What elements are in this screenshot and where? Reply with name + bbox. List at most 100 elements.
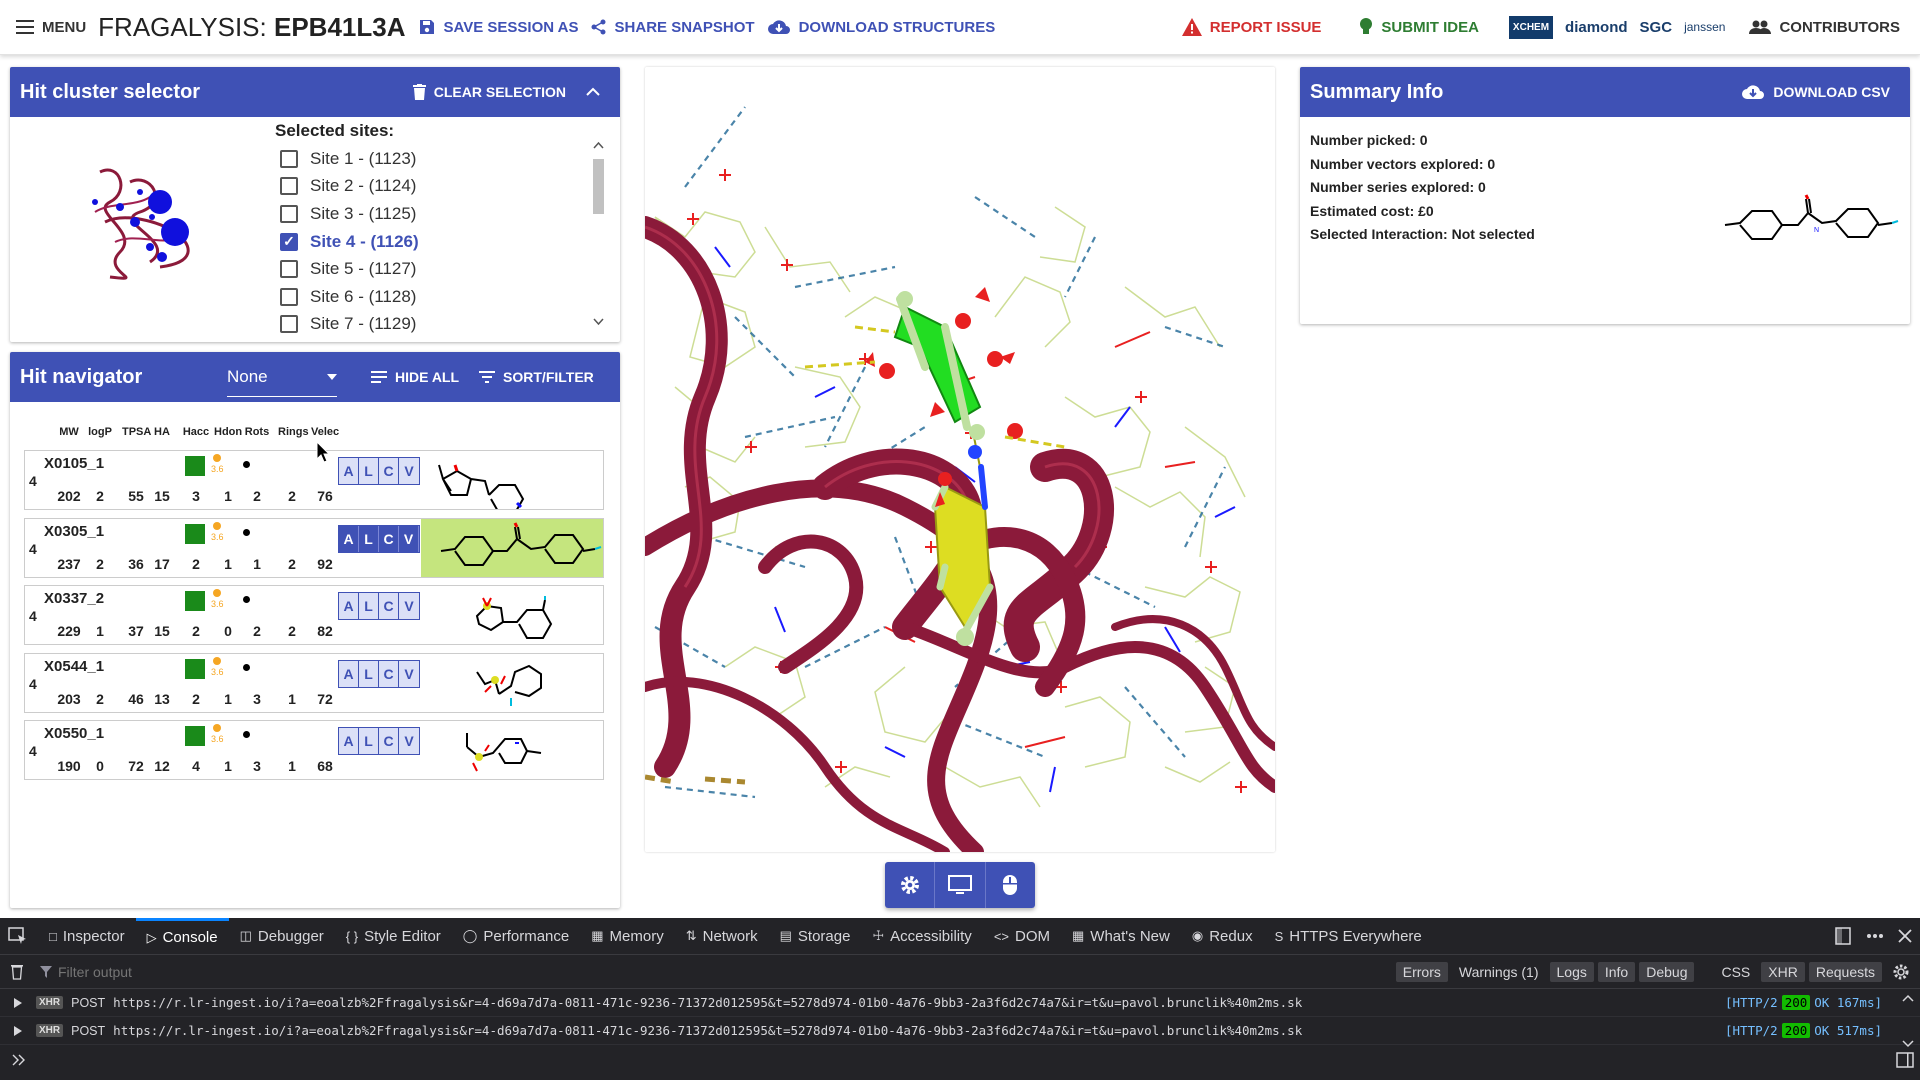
toggle-l-button[interactable]: L: [359, 728, 379, 754]
devtools-tab-https-everywhere[interactable]: S HTTPS Everywhere: [1264, 918, 1433, 955]
devtools-tab-network[interactable]: ⇅ Network: [675, 918, 769, 955]
site-checkbox-row[interactable]: Site 6 - (1128): [280, 283, 615, 311]
console-input-line[interactable]: [0, 1045, 1920, 1075]
save-session-button[interactable]: SAVE SESSION AS: [413, 0, 584, 55]
request-url[interactable]: https://r.lr-ingest.io/i?a=eoalzb%2Ffrag…: [113, 1023, 1303, 1038]
devtools-tab-what-s-new[interactable]: ▦ What's New: [1061, 918, 1181, 955]
devtools-tab-inspector[interactable]: □ Inspector: [38, 918, 136, 955]
request-url[interactable]: https://r.lr-ingest.io/i?a=eoalzb%2Ffrag…: [113, 995, 1303, 1010]
diamond-logo[interactable]: diamond: [1565, 18, 1628, 36]
download-csv-button[interactable]: DOWNLOAD CSV: [1731, 83, 1900, 101]
console-log-line[interactable]: XHR POST https://r.lr-ingest.io/i?a=eoalzb…: [0, 1017, 1920, 1045]
site-checkbox-row[interactable]: Site 5 - (1127): [280, 255, 615, 283]
filter-errors-button[interactable]: Errors: [1395, 961, 1448, 982]
filter-info-button[interactable]: Info: [1597, 961, 1636, 982]
toggle-v-button[interactable]: V: [399, 458, 419, 484]
filter-logs-button[interactable]: Logs: [1549, 961, 1594, 982]
janssen-logo[interactable]: janssen: [1684, 20, 1726, 34]
checkbox-icon[interactable]: [280, 149, 298, 168]
trash-icon[interactable]: [10, 963, 24, 980]
viewer-fullscreen-button[interactable]: [935, 862, 986, 908]
dock-icon[interactable]: [1834, 927, 1852, 945]
filter-debug-button[interactable]: Debug: [1639, 961, 1695, 982]
report-issue-button[interactable]: REPORT ISSUE: [1176, 0, 1328, 55]
toggle-l-button[interactable]: L: [359, 593, 379, 619]
viewer-settings-button[interactable]: [885, 862, 936, 908]
site-checkbox-row[interactable]: Site 3 - (1125): [280, 200, 615, 228]
hit-molecule-image[interactable]: [421, 721, 603, 779]
filter-xhr-button[interactable]: XHR: [1761, 961, 1805, 982]
devtools-tab-debugger[interactable]: ◫ Debugger: [229, 918, 335, 955]
toggle-l-button[interactable]: L: [359, 525, 379, 552]
column-header[interactable]: TPSA: [122, 426, 152, 438]
toggle-a-button[interactable]: A: [339, 458, 359, 484]
column-header[interactable]: Hdon: [214, 426, 243, 438]
menu-button[interactable]: MENU: [10, 0, 92, 55]
toggle-c-button[interactable]: C: [379, 593, 399, 619]
column-header[interactable]: Velec: [311, 426, 340, 438]
toggle-a-button[interactable]: A: [339, 728, 359, 754]
column-header[interactable]: Hacc: [182, 426, 210, 438]
molecule-3d-scene[interactable]: [645, 67, 1275, 852]
column-header[interactable]: Rings: [278, 426, 309, 438]
toggle-v-button[interactable]: V: [399, 728, 419, 754]
hit-row[interactable]: 4 X0544_1 3.6 203 2 46 13 2 1 3 1 72 A L C V: [24, 652, 604, 713]
toggle-c-button[interactable]: C: [379, 660, 399, 687]
devtools-tab-accessibility[interactable]: ☩ Accessibility: [861, 918, 982, 955]
hit-molecule-image[interactable]: [421, 451, 603, 509]
toggle-c-button[interactable]: C: [379, 728, 399, 754]
devtools-tab-style-editor[interactable]: { } Style Editor: [335, 918, 452, 955]
expand-arrow-icon[interactable]: [14, 1025, 22, 1036]
console-log-line[interactable]: XHR POST https://r.lr-ingest.io/i?a=eoalzb…: [0, 989, 1920, 1017]
column-header[interactable]: Rots: [244, 426, 270, 438]
toggle-l-button[interactable]: L: [359, 458, 379, 484]
download-structures-button[interactable]: DOWNLOAD STRUCTURES: [761, 0, 1002, 55]
checkbox-icon[interactable]: [280, 287, 298, 306]
devtools-tab-storage[interactable]: ▤ Storage: [769, 918, 862, 955]
devtools-tab-performance[interactable]: ◯ Performance: [452, 918, 580, 955]
filter-warnings-button[interactable]: Warnings (1): [1458, 963, 1539, 980]
xchem-logo[interactable]: XCHEM: [1508, 15, 1554, 39]
element-picker-icon[interactable]: [8, 927, 28, 945]
share-snapshot-button[interactable]: SHARE SNAPSHOT: [585, 0, 761, 55]
column-header[interactable]: logP: [88, 426, 112, 438]
hit-molecule-image[interactable]: [421, 518, 603, 577]
hit-row[interactable]: 4 X0305_1 3.6 237 2 36 17 2 1 1 2 92 A L C V: [24, 517, 604, 578]
contributors-button[interactable]: CONTRIBUTORS: [1743, 0, 1906, 55]
toggle-v-button[interactable]: V: [399, 660, 419, 687]
sort-filter-button[interactable]: SORT/FILTER: [469, 369, 604, 385]
devtools-tab-console[interactable]: ▷ Console: [135, 917, 229, 955]
checkbox-icon[interactable]: [280, 204, 298, 223]
gear-icon[interactable]: [1892, 963, 1910, 981]
hit-molecule-image[interactable]: [421, 586, 603, 644]
column-header[interactable]: MW: [59, 426, 79, 438]
toggle-a-button[interactable]: A: [339, 525, 359, 552]
site-checkbox-row[interactable]: Site 7 - (1129): [280, 311, 615, 339]
hide-all-button[interactable]: HIDE ALL: [361, 369, 469, 385]
toggle-a-button[interactable]: A: [339, 660, 359, 687]
submit-idea-button[interactable]: SUBMIT IDEA: [1353, 0, 1485, 55]
toggle-l-button[interactable]: L: [359, 660, 379, 687]
viewer-mouse-button[interactable]: [985, 862, 1035, 908]
filter-css-button[interactable]: CSS: [1721, 963, 1751, 980]
checkbox-icon[interactable]: [280, 315, 298, 334]
checkbox-icon[interactable]: [280, 177, 298, 196]
devtools-tab-memory[interactable]: ▦ Memory: [580, 918, 674, 955]
devtools-tab-dom[interactable]: <> DOM: [983, 918, 1061, 955]
toggle-v-button[interactable]: V: [399, 593, 419, 619]
filter-output-input[interactable]: [58, 963, 1128, 980]
hit-molecule-image[interactable]: [421, 654, 603, 712]
expand-arrow-icon[interactable]: [14, 997, 22, 1008]
filter-requests-button[interactable]: Requests: [1808, 961, 1882, 982]
sites-scrollbar[interactable]: [590, 135, 607, 331]
site-checkbox-row[interactable]: Site 1 - (1123): [280, 145, 615, 173]
hit-row[interactable]: 4 X0550_1 3.6 190 0 72 12 4 1 3 1 68 A L C V: [24, 720, 604, 780]
collapse-cluster-button[interactable]: [576, 87, 610, 97]
sgc-logo[interactable]: SGC: [1639, 18, 1673, 36]
more-options-icon[interactable]: [1866, 933, 1884, 939]
protein-thumbnail[interactable]: [80, 152, 220, 292]
checkbox-icon[interactable]: ✓: [280, 232, 298, 251]
site-select[interactable]: None: [227, 357, 337, 397]
console-scrollbar[interactable]: [1902, 993, 1914, 1049]
clear-selection-button[interactable]: CLEAR SELECTION: [403, 84, 576, 100]
